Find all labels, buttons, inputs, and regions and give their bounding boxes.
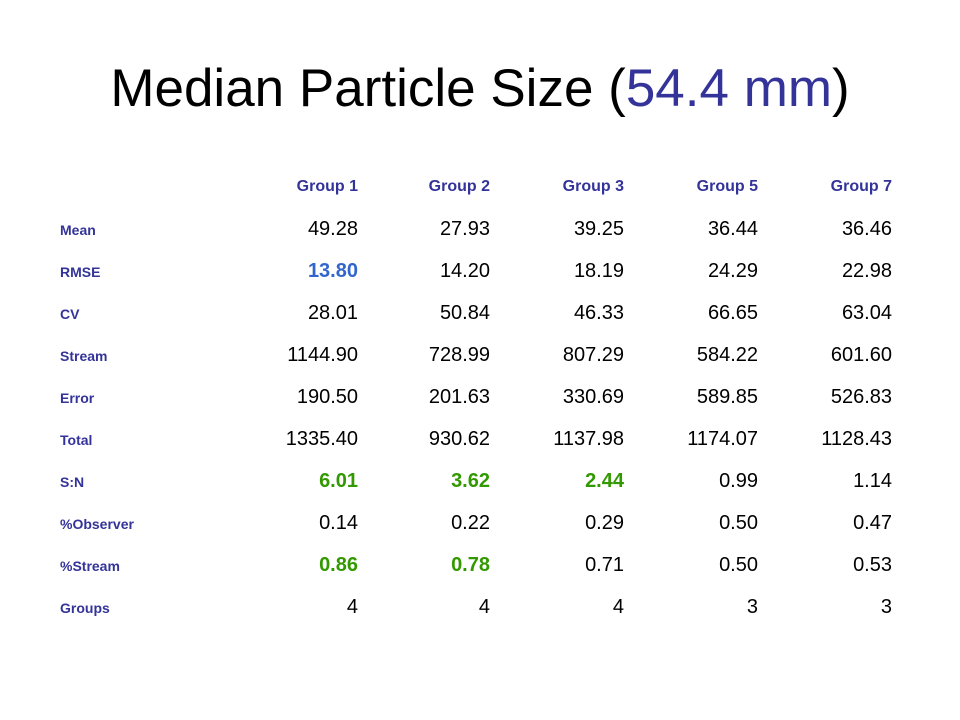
row-label: RMSE — [60, 264, 101, 280]
table-cell: 0.71 — [585, 554, 624, 576]
table-cell: 6.01 — [319, 470, 358, 492]
table-cell: 1174.07 — [687, 428, 758, 450]
column-header: Group 7 — [830, 178, 892, 195]
title-text: Median Particle Size ( — [110, 59, 626, 118]
row-label: S:N — [60, 474, 85, 490]
column-header: Group 2 — [428, 178, 490, 195]
table-cell: 28.01 — [307, 302, 358, 324]
table-cell: 330.69 — [562, 386, 624, 408]
table-cell: 36.46 — [841, 218, 892, 240]
table-cell: 4 — [612, 596, 624, 618]
table-cell: 201.63 — [428, 386, 490, 408]
table-cell: 46.33 — [573, 302, 624, 324]
table-cell: 3 — [746, 596, 758, 618]
table-cell: 36.44 — [707, 218, 758, 240]
table-cell: 49.28 — [307, 218, 358, 240]
table-cell: 24.29 — [707, 260, 758, 282]
title-accent: 54.4 mm — [625, 59, 832, 118]
table-cell: 3.62 — [451, 470, 490, 492]
table-cell: 14.20 — [439, 260, 490, 282]
table-cell: 526.83 — [830, 386, 892, 408]
table-cell: 50.84 — [439, 302, 490, 324]
table-cell: 0.29 — [585, 512, 624, 534]
table-cell: 39.25 — [573, 218, 624, 240]
table-cell: 0.86 — [319, 554, 358, 576]
table-cell: 589.85 — [696, 386, 758, 408]
table-cell: 0.50 — [719, 512, 758, 534]
table-cell: 4 — [346, 596, 358, 618]
row-label: Error — [60, 390, 95, 406]
table-cell: 728.99 — [428, 344, 490, 366]
table-cell: 601.60 — [830, 344, 892, 366]
table-cell: 1144.90 — [287, 344, 358, 366]
row-label: Mean — [60, 222, 96, 238]
table-cell: 0.14 — [319, 512, 358, 534]
table-cell: 3 — [880, 596, 892, 618]
slide-title: Median Particle Size (54.4 mm) — [0, 58, 960, 119]
table-cell: 0.53 — [853, 554, 892, 576]
table-cell: 584.22 — [696, 344, 758, 366]
table-cell: 0.78 — [451, 554, 490, 576]
table-cell: 22.98 — [841, 260, 892, 282]
table-cell: 1335.40 — [285, 428, 358, 450]
column-header: Group 1 — [296, 178, 358, 195]
table-cell: 27.93 — [439, 218, 490, 240]
table-cell: 0.47 — [853, 512, 892, 534]
table-cell: 4 — [478, 596, 490, 618]
table-cell: 1128.43 — [821, 428, 892, 450]
table-cell: 13.80 — [307, 260, 358, 282]
table-cell: 0.22 — [451, 512, 490, 534]
table-cell: 2.44 — [585, 470, 624, 492]
table-cell: 18.19 — [573, 260, 624, 282]
row-label: Groups — [60, 600, 110, 616]
table-cell: 0.50 — [719, 554, 758, 576]
table-cell: 930.62 — [428, 428, 490, 450]
column-header: Group 3 — [562, 178, 624, 195]
column-header: Group 5 — [696, 178, 758, 195]
row-label: CV — [60, 306, 80, 322]
table-cell: 66.65 — [707, 302, 758, 324]
row-label: Stream — [60, 348, 108, 364]
row-label: Total — [60, 432, 93, 448]
table-cell: 63.04 — [841, 302, 892, 324]
table-cell: 1137.98 — [553, 428, 624, 450]
table-cell: 190.50 — [296, 386, 358, 408]
table-cell: 1.14 — [853, 470, 892, 492]
title-text: ) — [832, 59, 850, 118]
table-cell: 0.99 — [719, 470, 758, 492]
row-label: %Observer — [60, 516, 134, 532]
table-cell: 807.29 — [562, 344, 624, 366]
row-label: %Stream — [60, 558, 120, 574]
